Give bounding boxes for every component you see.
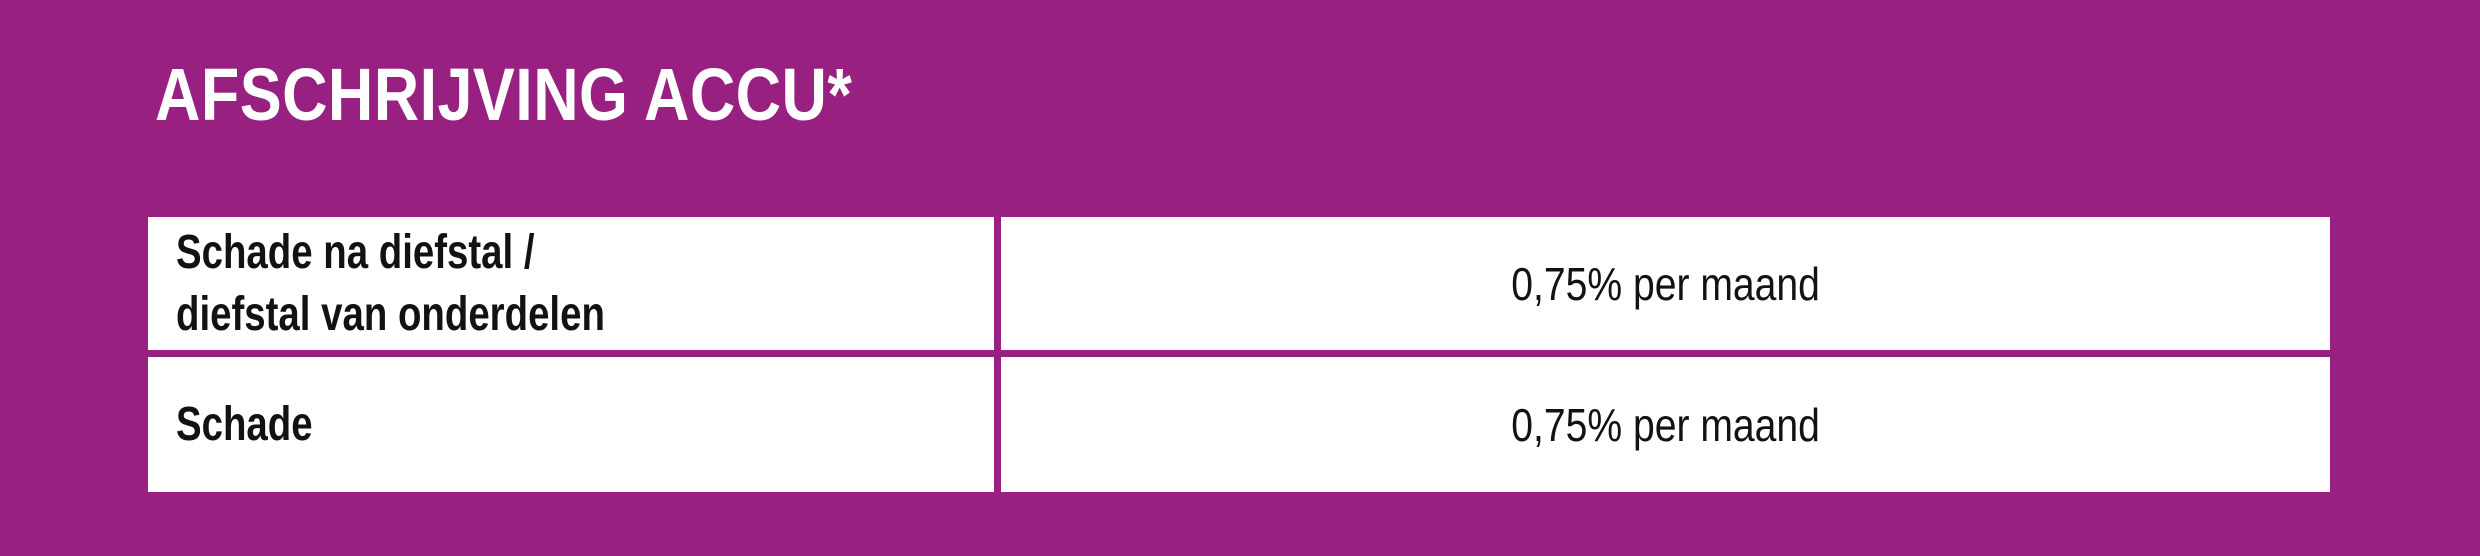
- table-row-1-value: 0,75% per maand: [1511, 257, 1820, 310]
- table-row-2-label-cell: Schade: [148, 357, 994, 492]
- depreciation-table: Schade na diefstal / diefstal van onderd…: [148, 217, 2330, 492]
- table-row-2-value-cell: 0,75% per maand: [1001, 357, 2330, 492]
- table-row-1-label-cell: Schade na diefstal / diefstal van onderd…: [148, 217, 994, 350]
- table-row-2-label: Schade: [176, 397, 313, 451]
- table-row-1-value-cell: 0,75% per maand: [1001, 217, 2330, 350]
- page-title-text: AFSCHRIJVING ACCU*: [155, 53, 853, 136]
- table-row-1-label: Schade na diefstal / diefstal van onderd…: [176, 225, 605, 341]
- table-row-2-value: 0,75% per maand: [1511, 398, 1820, 451]
- page-title: AFSCHRIJVING ACCU*: [155, 58, 975, 132]
